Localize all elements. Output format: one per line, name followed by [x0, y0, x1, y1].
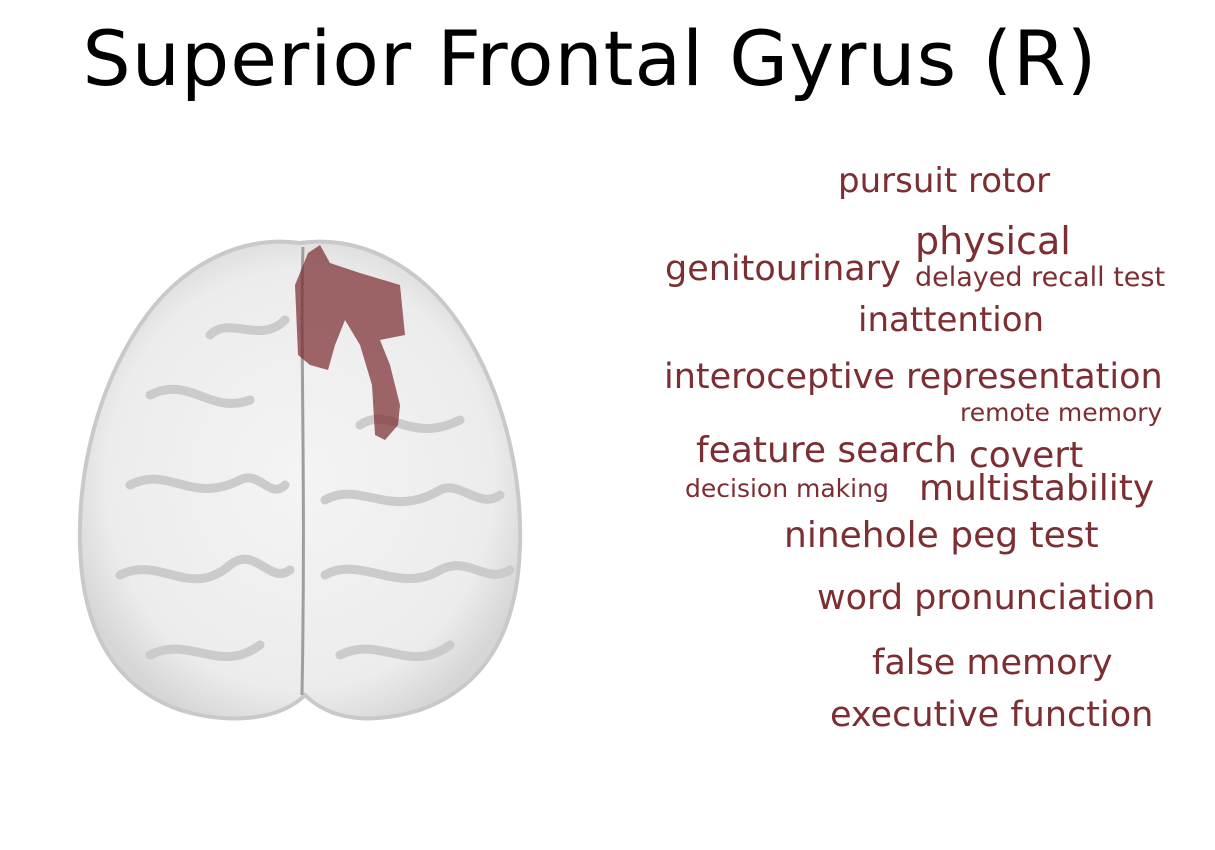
cloud-term: word pronunciation — [817, 578, 1156, 618]
cloud-term: remote memory — [960, 398, 1163, 427]
cloud-term: inattention — [858, 300, 1045, 340]
page-title: Superior Frontal Gyrus (R) — [82, 14, 1098, 103]
brain-axial-slice — [77, 239, 523, 721]
cloud-term: false memory — [872, 643, 1113, 683]
brain-outline — [77, 239, 523, 721]
cloud-term: feature search — [696, 430, 957, 471]
cloud-term: genitourinary — [665, 249, 901, 289]
cloud-term: physical — [915, 219, 1071, 263]
gyri-folds — [115, 315, 515, 662]
cloud-term: multistability — [919, 468, 1155, 509]
cloud-term: decision making — [685, 474, 889, 503]
cloud-term: pursuit rotor — [838, 161, 1051, 201]
highlighted-region — [295, 245, 405, 440]
cloud-term: delayed recall test — [915, 262, 1166, 293]
cloud-term: interoceptive representation — [664, 357, 1163, 397]
cloud-term: executive function — [830, 695, 1154, 735]
cloud-term: ninehole peg test — [784, 515, 1099, 556]
cloud-term: covert — [969, 435, 1084, 476]
